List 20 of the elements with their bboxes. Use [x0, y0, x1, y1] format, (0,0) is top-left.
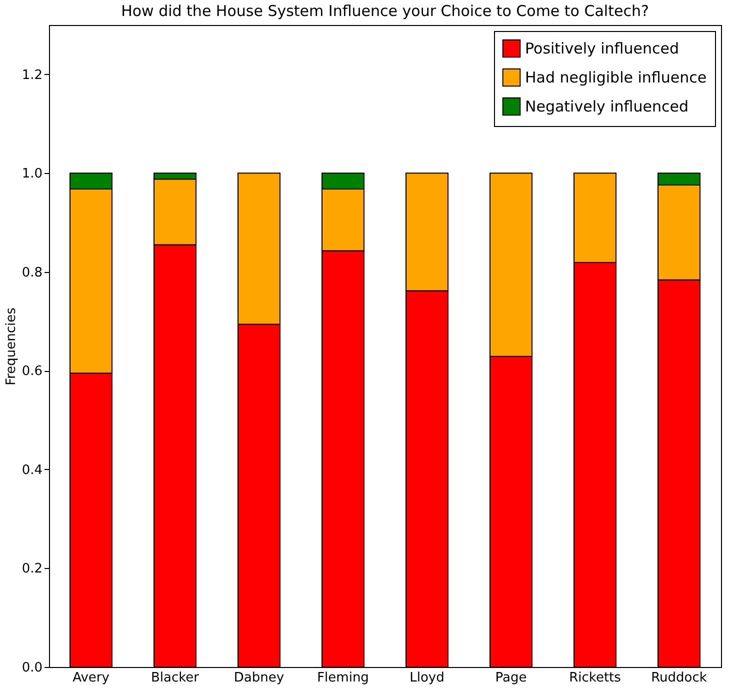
- x-tick-label: Lloyd: [410, 670, 444, 686]
- y-axis-title: Frequencies: [4, 307, 19, 386]
- x-tick-label: Avery: [72, 670, 110, 686]
- y-tick-label: 1.2: [22, 68, 42, 83]
- x-tick-label: Ricketts: [569, 670, 622, 686]
- x-tick-label: Page: [495, 670, 527, 686]
- x-tick-label: Blacker: [150, 670, 200, 686]
- y-tick-label: 0.0: [22, 660, 42, 676]
- y-tick-label: 0.4: [22, 462, 42, 478]
- chart-title: How did the House System Influence your Choice to Come to Caltech?: [121, 2, 649, 20]
- x-tick-label: Dabney: [234, 670, 284, 686]
- legend-label: Had negligible influence: [525, 68, 707, 86]
- x-tick-label: Ruddock: [651, 670, 708, 686]
- x-tick-label: Fleming: [317, 670, 369, 686]
- y-tick-label: 0.6: [22, 364, 42, 380]
- y-tick-label: 0.8: [22, 265, 42, 280]
- y-tick-label: 1.0: [22, 166, 42, 182]
- legend-label: Positively influenced: [525, 40, 679, 58]
- y-tick-label: 0.2: [22, 562, 42, 577]
- legend-label: Negatively influenced: [525, 98, 688, 116]
